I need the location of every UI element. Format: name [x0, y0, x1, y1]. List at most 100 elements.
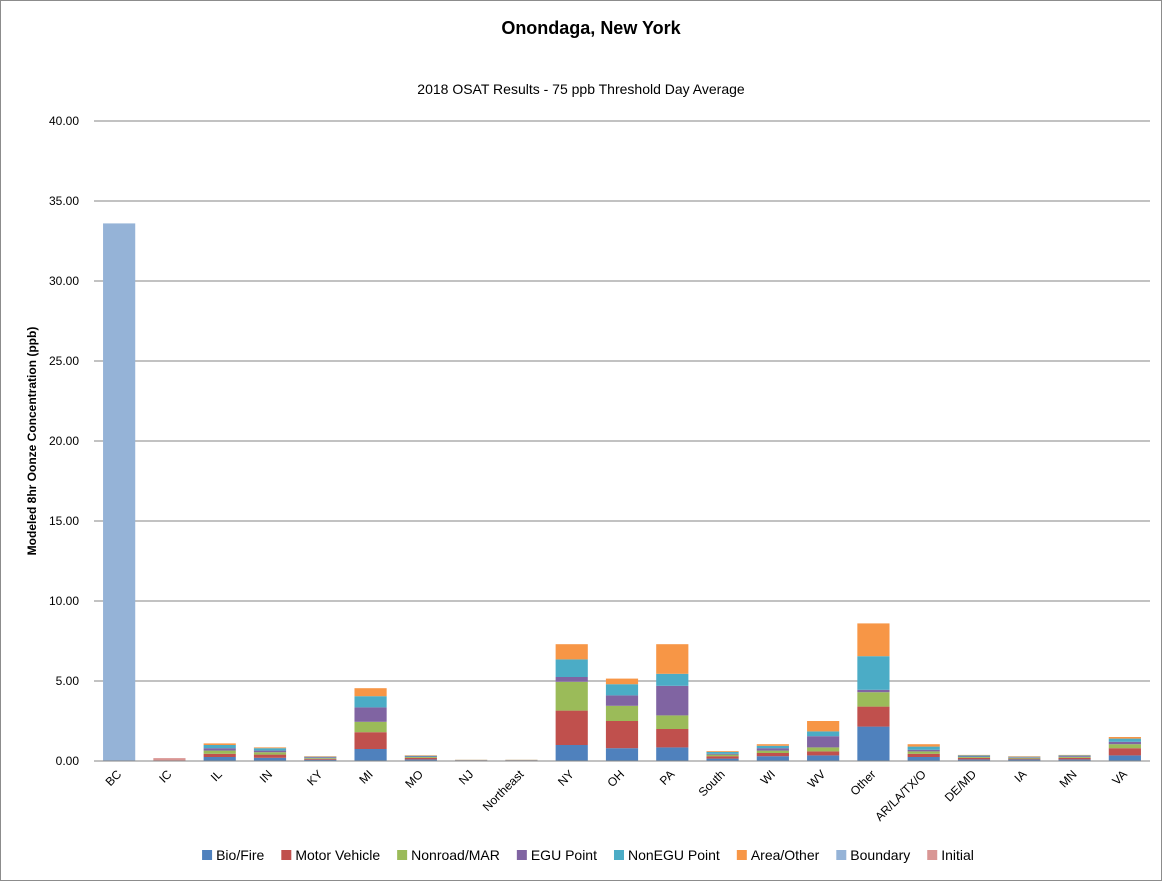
bar-segment: [807, 751, 840, 756]
x-tick-label: BC: [103, 767, 125, 789]
bar-segment: [907, 757, 940, 761]
bar-segment: [706, 754, 739, 757]
bar-segment: [807, 731, 840, 737]
bar-segment: [1058, 757, 1091, 760]
bar-segment: [756, 748, 789, 751]
bar-segment: [807, 721, 840, 732]
bar-segment: [304, 758, 337, 759]
y-tick-label: 25.00: [49, 354, 79, 368]
y-tick-label: 20.00: [49, 434, 79, 448]
x-tick-label: South: [696, 767, 728, 799]
bar-segment: [807, 747, 840, 752]
x-tick-label: DE/MD: [942, 767, 979, 804]
bar-segment: [1008, 759, 1041, 761]
bar-segment: [555, 710, 588, 745]
bar-segment: [605, 748, 639, 761]
bar-segment: [1058, 756, 1091, 757]
legend-item: EGU Point: [516, 847, 597, 863]
bar-segment: [253, 747, 287, 749]
legend-swatch: [281, 850, 292, 860]
bar-segment: [354, 696, 387, 708]
bar-segment: [656, 715, 689, 729]
bar-segment: [1108, 755, 1141, 761]
legend-item: Area/Other: [736, 847, 820, 863]
x-tick-label: NJ: [456, 767, 476, 787]
bar-segment: [605, 678, 639, 685]
bar-segment: [203, 743, 236, 745]
bar-segment: [404, 755, 437, 757]
bar-segment: [957, 757, 991, 760]
bar-segment: [857, 692, 890, 707]
bar-segment: [153, 758, 186, 761]
chart-subtitle: 2018 OSAT Results - 75 ppb Threshold Day…: [417, 81, 745, 97]
bar-segment: [857, 726, 890, 761]
bar-segment: [555, 745, 588, 761]
bar-segment: [253, 752, 287, 755]
bar-segment: [706, 758, 739, 761]
bar-segment: [203, 750, 236, 754]
bar-segment: [656, 729, 689, 748]
legend-label: Bio/Fire: [216, 847, 264, 863]
y-tick-label: 35.00: [49, 194, 79, 208]
legend-label: Motor Vehicle: [295, 847, 380, 863]
bar-segment: [354, 707, 387, 722]
bar-segment: [203, 748, 236, 751]
legend-item: NonEGU Point: [613, 847, 720, 863]
bar-segment: [756, 756, 789, 761]
bar-segment: [1058, 755, 1091, 757]
bar-segment: [605, 721, 639, 749]
bar-segment: [756, 750, 789, 753]
legend-swatch: [613, 850, 624, 860]
legend-label: Area/Other: [751, 847, 820, 863]
legend-swatch: [736, 850, 747, 860]
legend-item: Initial: [927, 847, 974, 863]
bar-segment: [605, 705, 639, 721]
x-tick-label: OH: [604, 767, 627, 790]
y-axis-ticks: 0.00 5.00 10.00 15.00 20.00 25.00 30.00 35.00 40…: [49, 114, 79, 768]
bar-segment: [1108, 744, 1141, 749]
bar-segment: [354, 721, 387, 733]
bar-segment: [1108, 748, 1141, 756]
bar-segment: [756, 745, 789, 749]
legend-item: Motor Vehicle: [281, 847, 380, 863]
bar-segment: [957, 759, 991, 761]
y-axis-label: Modeled 8hr Oonze Concentration (ppb): [25, 327, 39, 556]
legend-label: NonEGU Point: [628, 847, 720, 863]
bar-segment: [1108, 737, 1141, 739]
y-tick-label: 40.00: [49, 114, 79, 128]
bar-segment: [555, 659, 588, 677]
y-tick-label: 0.00: [56, 754, 80, 768]
legend-item: Bio/Fire: [202, 847, 265, 863]
bar-segment: [656, 673, 689, 686]
legend-item: Boundary: [836, 847, 910, 863]
bar-segment: [907, 744, 940, 747]
bar-segment: [354, 749, 387, 761]
legend: Bio/Fire Motor Vehicle Nonroad/MAR EGU Poin…: [202, 847, 974, 863]
bar-segment: [1108, 741, 1141, 745]
bar-segment: [1008, 758, 1041, 760]
bar-segment: [203, 745, 236, 749]
bar-segment: [706, 751, 739, 754]
bar-segment: [253, 757, 287, 761]
y-tick-label: 10.00: [49, 594, 79, 608]
bar-segment: [605, 695, 639, 706]
bar-segment: [857, 689, 890, 693]
x-axis-ticks: BC IC IL IN KY MI MO NJ Northeast NY OH PA South WI WV…: [103, 767, 1130, 824]
bar-segment: [1108, 738, 1141, 742]
x-tick-label: Northeast: [480, 767, 527, 814]
legend-swatch: [397, 850, 408, 860]
x-tick-label: Other: [847, 767, 878, 798]
legend-label: Boundary: [850, 847, 910, 863]
bar-segment: [354, 688, 387, 697]
bar-segment: [404, 757, 437, 760]
x-tick-label: NY: [555, 767, 577, 789]
bar-segment: [656, 644, 689, 674]
y-tick-label: 15.00: [49, 514, 79, 528]
bar-segment: [756, 744, 789, 746]
x-tick-label: AR/LA/TX/O: [872, 767, 929, 824]
x-tick-label: MI: [356, 767, 375, 786]
x-tick-label: MO: [402, 767, 426, 791]
legend-swatch: [202, 850, 213, 860]
bar-segment: [203, 753, 236, 757]
chart-title: Onondaga, New York: [501, 18, 681, 38]
